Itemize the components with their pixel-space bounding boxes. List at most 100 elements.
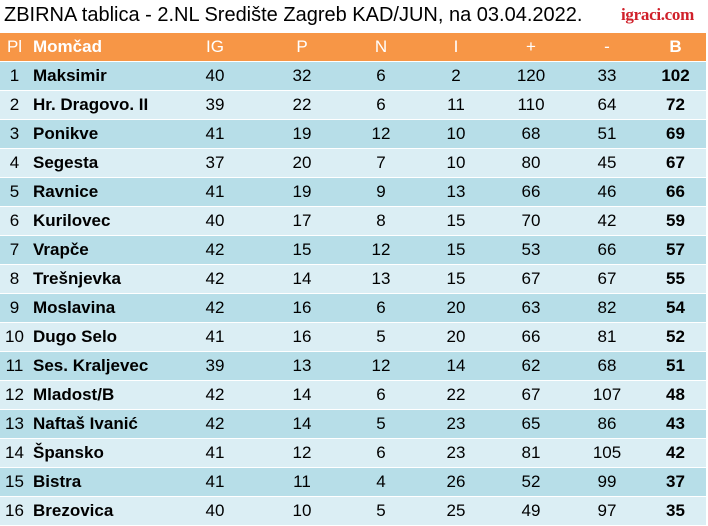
cell-losses: 23 <box>419 409 493 439</box>
cell-goals-for: 67 <box>493 380 569 410</box>
cell-goals-for: 66 <box>493 322 569 352</box>
column-header-pl: Pl <box>0 33 29 62</box>
cell-draws: 5 <box>343 409 419 439</box>
column-header-plus: + <box>493 33 569 62</box>
cell-draws: 6 <box>343 293 419 323</box>
cell-losses: 10 <box>419 148 493 178</box>
cell-goals-for: 62 <box>493 351 569 381</box>
cell-losses: 22 <box>419 380 493 410</box>
cell-wins: 15 <box>261 235 343 265</box>
table-row: 9 Moslavina 42 16 6 20 63 82 54 <box>0 293 706 323</box>
cell-team: Bistra <box>29 467 169 497</box>
cell-losses: 15 <box>419 264 493 294</box>
cell-position: 13 <box>0 409 29 439</box>
cell-goals-for: 70 <box>493 206 569 236</box>
table-row: 11 Ses. Kraljevec 39 13 12 14 62 68 51 <box>0 351 706 381</box>
cell-draws: 6 <box>343 380 419 410</box>
cell-goals-against: 64 <box>569 90 645 120</box>
cell-played: 42 <box>169 235 261 265</box>
cell-draws: 5 <box>343 322 419 352</box>
cell-played: 40 <box>169 206 261 236</box>
cell-points: 59 <box>645 206 706 236</box>
table-body: 1 Maksimir 40 32 6 2 120 33 102 2 Hr. Dragovo. II 3… <box>0 61 706 526</box>
cell-played: 41 <box>169 177 261 207</box>
cell-position: 16 <box>0 496 29 526</box>
cell-team: Maksimir <box>29 61 169 91</box>
cell-wins: 12 <box>261 438 343 468</box>
cell-goals-against: 66 <box>569 235 645 265</box>
cell-played: 42 <box>169 293 261 323</box>
cell-wins: 13 <box>261 351 343 381</box>
cell-position: 5 <box>0 177 29 207</box>
cell-draws: 7 <box>343 148 419 178</box>
column-header-n: N <box>343 33 419 62</box>
cell-wins: 19 <box>261 177 343 207</box>
table-row: 8 Trešnjevka 42 14 13 15 67 67 55 <box>0 264 706 294</box>
cell-team: Dugo Selo <box>29 322 169 352</box>
column-header-team: Momčad <box>29 33 169 62</box>
cell-points: 52 <box>645 322 706 352</box>
table-header-row: Pl Momčad IG P N I + - B <box>0 33 706 62</box>
cell-wins: 22 <box>261 90 343 120</box>
cell-position: 3 <box>0 119 29 149</box>
table-row: 10 Dugo Selo 41 16 5 20 66 81 52 <box>0 322 706 352</box>
cell-losses: 23 <box>419 438 493 468</box>
cell-played: 40 <box>169 496 261 526</box>
cell-points: 42 <box>645 438 706 468</box>
cell-position: 15 <box>0 467 29 497</box>
cell-draws: 8 <box>343 206 419 236</box>
cell-position: 12 <box>0 380 29 410</box>
cell-position: 4 <box>0 148 29 178</box>
cell-played: 40 <box>169 61 261 91</box>
table-row: 5 Ravnice 41 19 9 13 66 46 66 <box>0 177 706 207</box>
cell-draws: 6 <box>343 61 419 91</box>
cell-team: Kurilovec <box>29 206 169 236</box>
cell-goals-against: 82 <box>569 293 645 323</box>
cell-team: Ravnice <box>29 177 169 207</box>
standings-table: Pl Momčad IG P N I + - B 1 Maksimir 40 32 6 2… <box>0 33 706 526</box>
cell-position: 11 <box>0 351 29 381</box>
cell-played: 42 <box>169 264 261 294</box>
cell-wins: 14 <box>261 380 343 410</box>
cell-wins: 20 <box>261 148 343 178</box>
cell-losses: 10 <box>419 119 493 149</box>
cell-goals-for: 68 <box>493 119 569 149</box>
cell-played: 41 <box>169 322 261 352</box>
table-row: 15 Bistra 41 11 4 26 52 99 37 <box>0 467 706 497</box>
cell-points: 55 <box>645 264 706 294</box>
cell-losses: 20 <box>419 293 493 323</box>
cell-points: 48 <box>645 380 706 410</box>
cell-wins: 17 <box>261 206 343 236</box>
cell-draws: 6 <box>343 438 419 468</box>
cell-position: 8 <box>0 264 29 294</box>
cell-goals-for: 66 <box>493 177 569 207</box>
cell-draws: 12 <box>343 351 419 381</box>
cell-position: 7 <box>0 235 29 265</box>
cell-draws: 12 <box>343 235 419 265</box>
cell-losses: 15 <box>419 235 493 265</box>
cell-position: 14 <box>0 438 29 468</box>
cell-wins: 14 <box>261 409 343 439</box>
cell-points: 66 <box>645 177 706 207</box>
cell-goals-for: 81 <box>493 438 569 468</box>
cell-points: 72 <box>645 90 706 120</box>
table-row: 12 Mladost/B 42 14 6 22 67 107 48 <box>0 380 706 410</box>
cell-wins: 16 <box>261 322 343 352</box>
page-title: ZBIRNA tablica - 2.NL Središte Zagreb KA… <box>4 4 583 26</box>
table-row: 6 Kurilovec 40 17 8 15 70 42 59 <box>0 206 706 236</box>
cell-position: 9 <box>0 293 29 323</box>
cell-position: 6 <box>0 206 29 236</box>
cell-points: 67 <box>645 148 706 178</box>
cell-position: 10 <box>0 322 29 352</box>
table-row: 14 Špansko 41 12 6 23 81 105 42 <box>0 438 706 468</box>
cell-losses: 11 <box>419 90 493 120</box>
column-header-i: I <box>419 33 493 62</box>
title-bar: ZBIRNA tablica - 2.NL Središte Zagreb KA… <box>0 0 708 33</box>
cell-played: 41 <box>169 467 261 497</box>
cell-goals-against: 68 <box>569 351 645 381</box>
cell-position: 1 <box>0 61 29 91</box>
table-row: 16 Brezovica 40 10 5 25 49 97 35 <box>0 496 706 526</box>
column-header-p: P <box>261 33 343 62</box>
cell-draws: 9 <box>343 177 419 207</box>
cell-played: 39 <box>169 351 261 381</box>
